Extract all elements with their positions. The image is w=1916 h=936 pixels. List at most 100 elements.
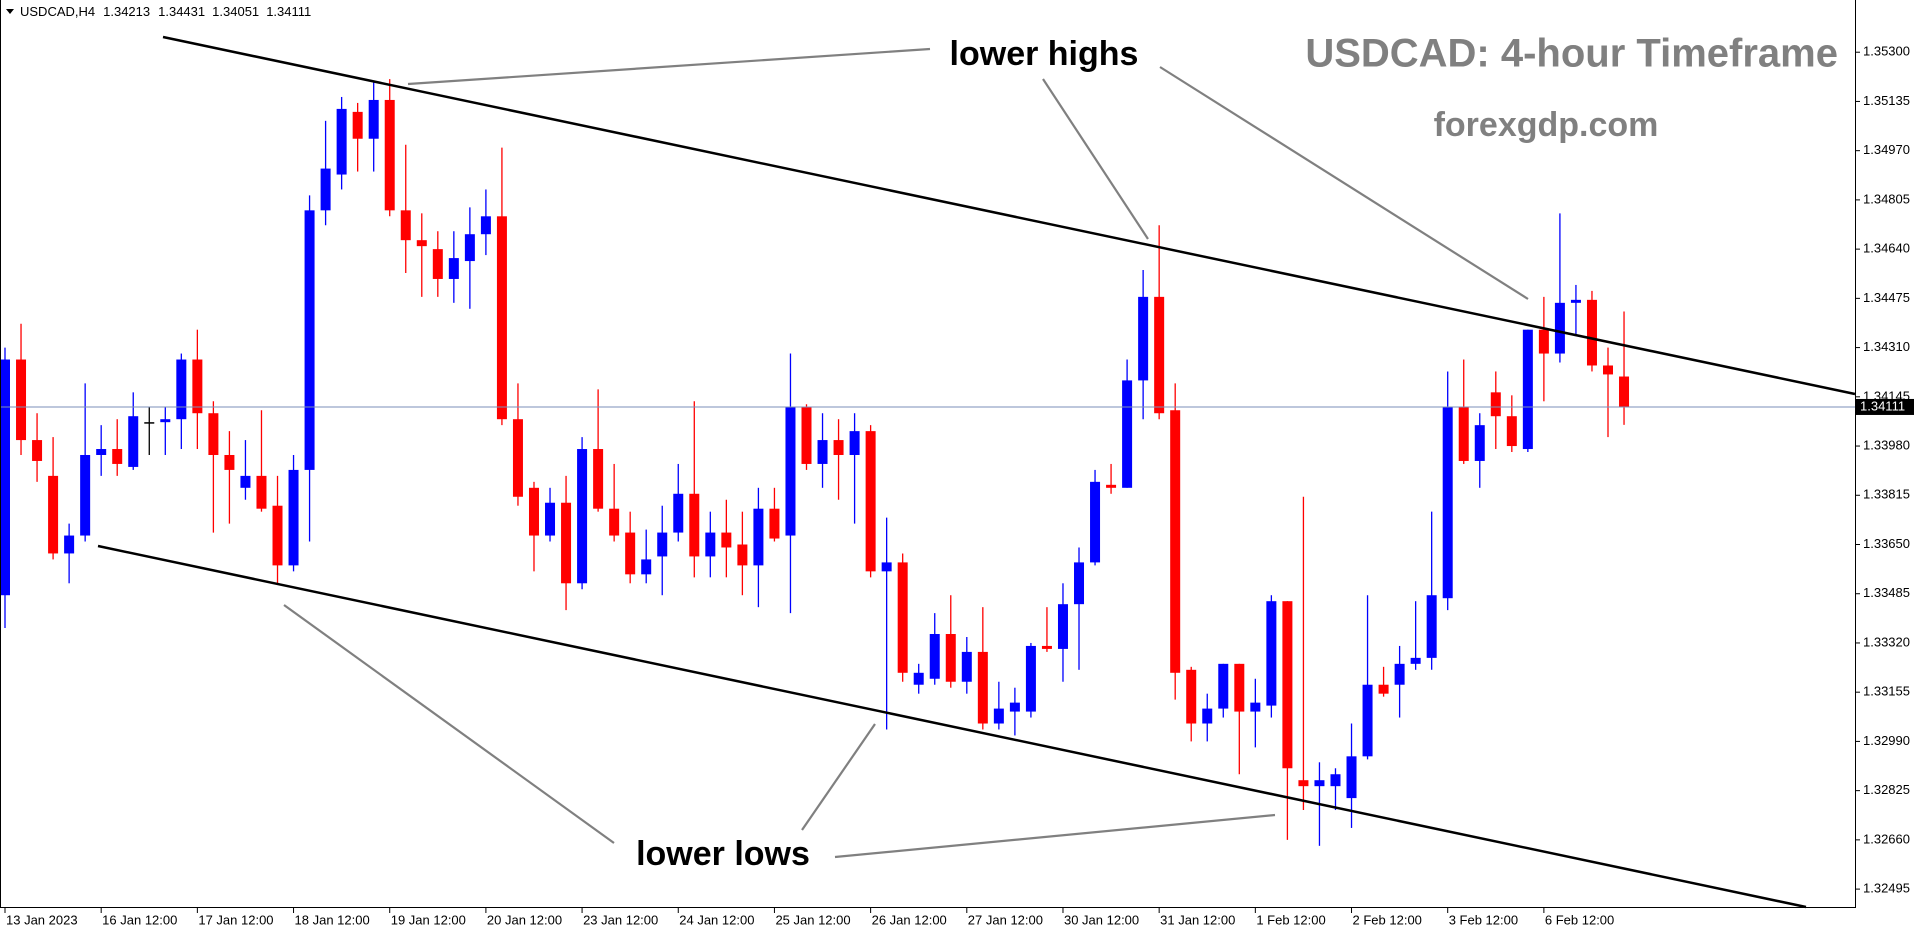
candle-body bbox=[1138, 296, 1149, 381]
candle-body bbox=[352, 111, 363, 139]
candle-body bbox=[416, 240, 427, 247]
candle-body bbox=[801, 407, 812, 464]
lower-trend-line bbox=[97, 544, 1807, 909]
candle-body bbox=[144, 422, 155, 424]
candle-body bbox=[1346, 756, 1357, 799]
candle-body bbox=[1218, 663, 1229, 709]
candle-body bbox=[865, 431, 876, 572]
candle-body bbox=[1122, 380, 1133, 488]
candle-body bbox=[545, 502, 556, 536]
x-tick-label: 2 Feb 12:00 bbox=[1353, 912, 1422, 927]
candle-body bbox=[240, 475, 251, 488]
candle-body bbox=[705, 532, 716, 557]
candle-body bbox=[128, 416, 139, 467]
y-tick-label: 1.34805 bbox=[1863, 191, 1910, 206]
candle-body bbox=[1266, 601, 1277, 706]
x-tick-label: 25 Jan 12:00 bbox=[775, 912, 850, 927]
upper-trend-line bbox=[162, 35, 1856, 396]
candle-body bbox=[48, 475, 59, 554]
x-tick-label: 30 Jan 12:00 bbox=[1064, 912, 1139, 927]
last-price-box bbox=[1856, 398, 1914, 415]
pointer-line bbox=[407, 47, 931, 86]
candle-body bbox=[641, 559, 652, 575]
candle-body bbox=[480, 216, 491, 235]
candle-body bbox=[1074, 562, 1085, 605]
x-tick-label: 26 Jan 12:00 bbox=[872, 912, 947, 927]
pointer-line bbox=[801, 723, 876, 831]
candle-body bbox=[785, 407, 796, 536]
y-tick-label: 1.32825 bbox=[1863, 782, 1910, 797]
header-icon bbox=[6, 9, 14, 14]
candle-body bbox=[1186, 669, 1197, 724]
y-tick-label: 1.33815 bbox=[1863, 487, 1910, 502]
plot-area bbox=[0, 79, 1855, 846]
candle-body bbox=[1426, 595, 1437, 658]
candle-body bbox=[1410, 657, 1421, 664]
candle-body bbox=[1570, 299, 1581, 303]
candle-body bbox=[753, 508, 764, 566]
header-value: 1.34051 bbox=[212, 4, 259, 19]
candle-body bbox=[1202, 708, 1213, 724]
candle-body bbox=[849, 431, 860, 455]
candle-body bbox=[288, 469, 299, 566]
candle-body bbox=[1538, 329, 1549, 354]
candle-body bbox=[1234, 663, 1245, 712]
candle-body bbox=[945, 634, 956, 682]
x-tick-label: 23 Jan 12:00 bbox=[583, 912, 658, 927]
candle-body bbox=[336, 108, 347, 175]
candle-body bbox=[737, 544, 748, 566]
x-tick-label: 31 Jan 12:00 bbox=[1160, 912, 1235, 927]
y-tick-label: 1.33980 bbox=[1863, 437, 1910, 452]
candle-body bbox=[208, 413, 219, 455]
x-tick-label: 20 Jan 12:00 bbox=[487, 912, 562, 927]
candle-body bbox=[384, 99, 395, 211]
candle-body bbox=[432, 249, 443, 279]
candle-body bbox=[496, 216, 507, 420]
candle-body bbox=[561, 502, 572, 584]
candle-body bbox=[993, 708, 1004, 724]
y-tick-label: 1.33155 bbox=[1863, 684, 1910, 699]
candle-body bbox=[64, 535, 75, 554]
candle-body bbox=[817, 440, 828, 464]
candle-body bbox=[16, 359, 27, 441]
x-tick-label: 18 Jan 12:00 bbox=[295, 912, 370, 927]
candle-body bbox=[977, 651, 988, 724]
candle-body bbox=[256, 475, 267, 509]
candle-body bbox=[577, 449, 588, 584]
candle-body bbox=[1458, 407, 1469, 461]
y-tick-label: 1.32990 bbox=[1863, 733, 1910, 748]
pointer-line bbox=[1159, 66, 1529, 300]
candle-body bbox=[1250, 702, 1261, 712]
x-tick-label: 3 Feb 12:00 bbox=[1449, 912, 1518, 927]
candle-body bbox=[1394, 663, 1405, 685]
candle-body bbox=[1378, 684, 1389, 694]
candle-body bbox=[1009, 702, 1020, 712]
candle-body bbox=[160, 419, 171, 423]
candle-body bbox=[448, 258, 459, 279]
candle-body bbox=[833, 440, 844, 455]
y-tick-label: 1.32660 bbox=[1863, 831, 1910, 846]
candle-body bbox=[1330, 774, 1341, 787]
candle-body bbox=[609, 508, 620, 536]
candle-body bbox=[913, 672, 924, 685]
header-value: 1.34213 bbox=[103, 4, 150, 19]
candle-body bbox=[0, 359, 10, 596]
candle-body bbox=[961, 651, 972, 682]
candle-body bbox=[929, 634, 940, 679]
candle-body bbox=[464, 234, 475, 262]
x-tick-label: 6 Feb 12:00 bbox=[1545, 912, 1614, 927]
candle-body bbox=[1025, 645, 1036, 712]
candle-body bbox=[1106, 484, 1117, 488]
candle-body bbox=[1057, 604, 1068, 649]
last-price-label: 1.34111 bbox=[1860, 398, 1905, 413]
x-tick-label: 1 Feb 12:00 bbox=[1256, 912, 1325, 927]
candle-body bbox=[80, 454, 91, 536]
chart-subtitle: forexgdp.com bbox=[1434, 106, 1659, 144]
candle-body bbox=[192, 359, 203, 414]
annotation: lower lows bbox=[636, 835, 810, 873]
candle-body bbox=[1522, 329, 1533, 450]
candle-body bbox=[320, 168, 331, 211]
candle-body bbox=[368, 99, 379, 139]
x-tick-label: 24 Jan 12:00 bbox=[679, 912, 754, 927]
